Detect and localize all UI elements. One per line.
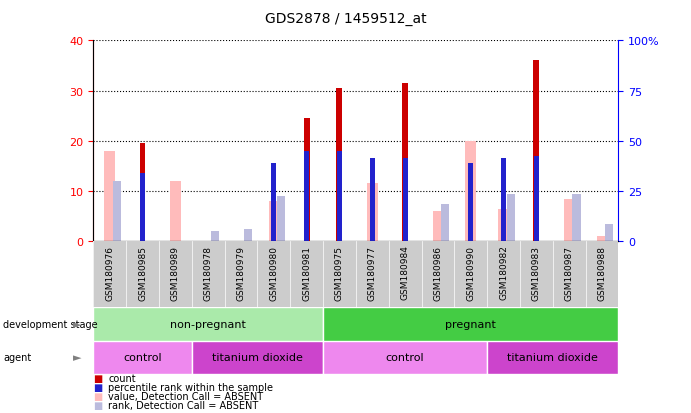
Text: ■: ■ <box>93 391 102 401</box>
Text: development stage: development stage <box>3 319 98 329</box>
Bar <box>534 157 539 242</box>
Text: GSM180983: GSM180983 <box>532 245 541 300</box>
Bar <box>498 209 509 242</box>
Text: rank, Detection Call = ABSENT: rank, Detection Call = ABSENT <box>108 400 258 410</box>
Text: GSM180978: GSM180978 <box>204 245 213 300</box>
Text: GSM180979: GSM180979 <box>236 245 245 300</box>
Bar <box>323 242 356 308</box>
Bar <box>93 242 126 308</box>
Text: GSM180976: GSM180976 <box>105 245 114 300</box>
Bar <box>126 242 159 308</box>
Bar <box>140 174 145 242</box>
Bar <box>487 242 520 308</box>
Bar <box>257 242 290 308</box>
Text: ■: ■ <box>93 382 102 392</box>
Text: GSM180975: GSM180975 <box>335 245 344 300</box>
Bar <box>468 164 473 242</box>
Bar <box>93 341 192 374</box>
Bar <box>104 152 115 242</box>
Bar <box>553 242 586 308</box>
Text: GSM180980: GSM180980 <box>269 245 278 300</box>
Text: value, Detection Call = ABSENT: value, Detection Call = ABSENT <box>108 391 263 401</box>
Bar <box>402 84 408 242</box>
Bar <box>113 182 121 242</box>
Text: control: control <box>386 352 424 362</box>
Bar <box>520 242 553 308</box>
Text: titanium dioxide: titanium dioxide <box>507 352 598 362</box>
Bar <box>388 242 422 308</box>
Text: GSM180987: GSM180987 <box>565 245 574 300</box>
Bar <box>323 341 487 374</box>
Text: pregnant: pregnant <box>445 319 496 329</box>
Bar <box>564 199 574 242</box>
Bar <box>501 159 506 242</box>
Bar <box>159 242 192 308</box>
Bar <box>192 242 225 308</box>
Bar <box>597 237 607 242</box>
Bar <box>192 341 323 374</box>
Bar <box>225 242 257 308</box>
Bar <box>370 159 375 242</box>
Bar <box>441 204 449 242</box>
Bar <box>403 159 408 242</box>
Text: agent: agent <box>3 352 32 362</box>
Bar <box>586 242 618 308</box>
Text: GSM180981: GSM180981 <box>302 245 311 300</box>
Bar <box>487 341 618 374</box>
Bar <box>422 242 455 308</box>
Text: GDS2878 / 1459512_at: GDS2878 / 1459512_at <box>265 12 426 26</box>
Bar <box>466 141 476 242</box>
Text: GSM180990: GSM180990 <box>466 245 475 300</box>
Text: non-pregnant: non-pregnant <box>170 319 246 329</box>
Bar <box>507 194 515 242</box>
Bar <box>244 229 252 242</box>
Bar <box>277 197 285 242</box>
Bar <box>170 182 180 242</box>
Text: GSM180982: GSM180982 <box>499 245 508 300</box>
Bar <box>356 242 388 308</box>
Bar <box>290 242 323 308</box>
Bar <box>433 211 443 242</box>
Bar <box>367 184 377 242</box>
Bar <box>93 308 323 341</box>
Bar <box>140 144 146 242</box>
Text: ■: ■ <box>93 400 102 410</box>
Bar <box>303 119 310 242</box>
Text: GSM180988: GSM180988 <box>598 245 607 300</box>
Bar <box>605 224 614 242</box>
Text: titanium dioxide: titanium dioxide <box>212 352 303 362</box>
Bar <box>337 152 342 242</box>
Text: GSM180986: GSM180986 <box>433 245 442 300</box>
Bar <box>211 232 220 242</box>
Text: GSM180989: GSM180989 <box>171 245 180 300</box>
Bar <box>323 308 618 341</box>
Bar <box>337 89 343 242</box>
Bar <box>304 152 309 242</box>
Bar <box>533 61 540 242</box>
Bar <box>455 242 487 308</box>
Bar <box>272 164 276 242</box>
Text: ■: ■ <box>93 373 102 383</box>
Bar <box>269 202 279 242</box>
Text: count: count <box>108 373 136 383</box>
Text: ►: ► <box>73 352 82 362</box>
Bar <box>572 194 580 242</box>
Text: control: control <box>123 352 162 362</box>
Text: GSM180977: GSM180977 <box>368 245 377 300</box>
Text: GSM180985: GSM180985 <box>138 245 147 300</box>
Text: ►: ► <box>73 319 82 329</box>
Text: GSM180984: GSM180984 <box>401 245 410 300</box>
Text: percentile rank within the sample: percentile rank within the sample <box>108 382 274 392</box>
